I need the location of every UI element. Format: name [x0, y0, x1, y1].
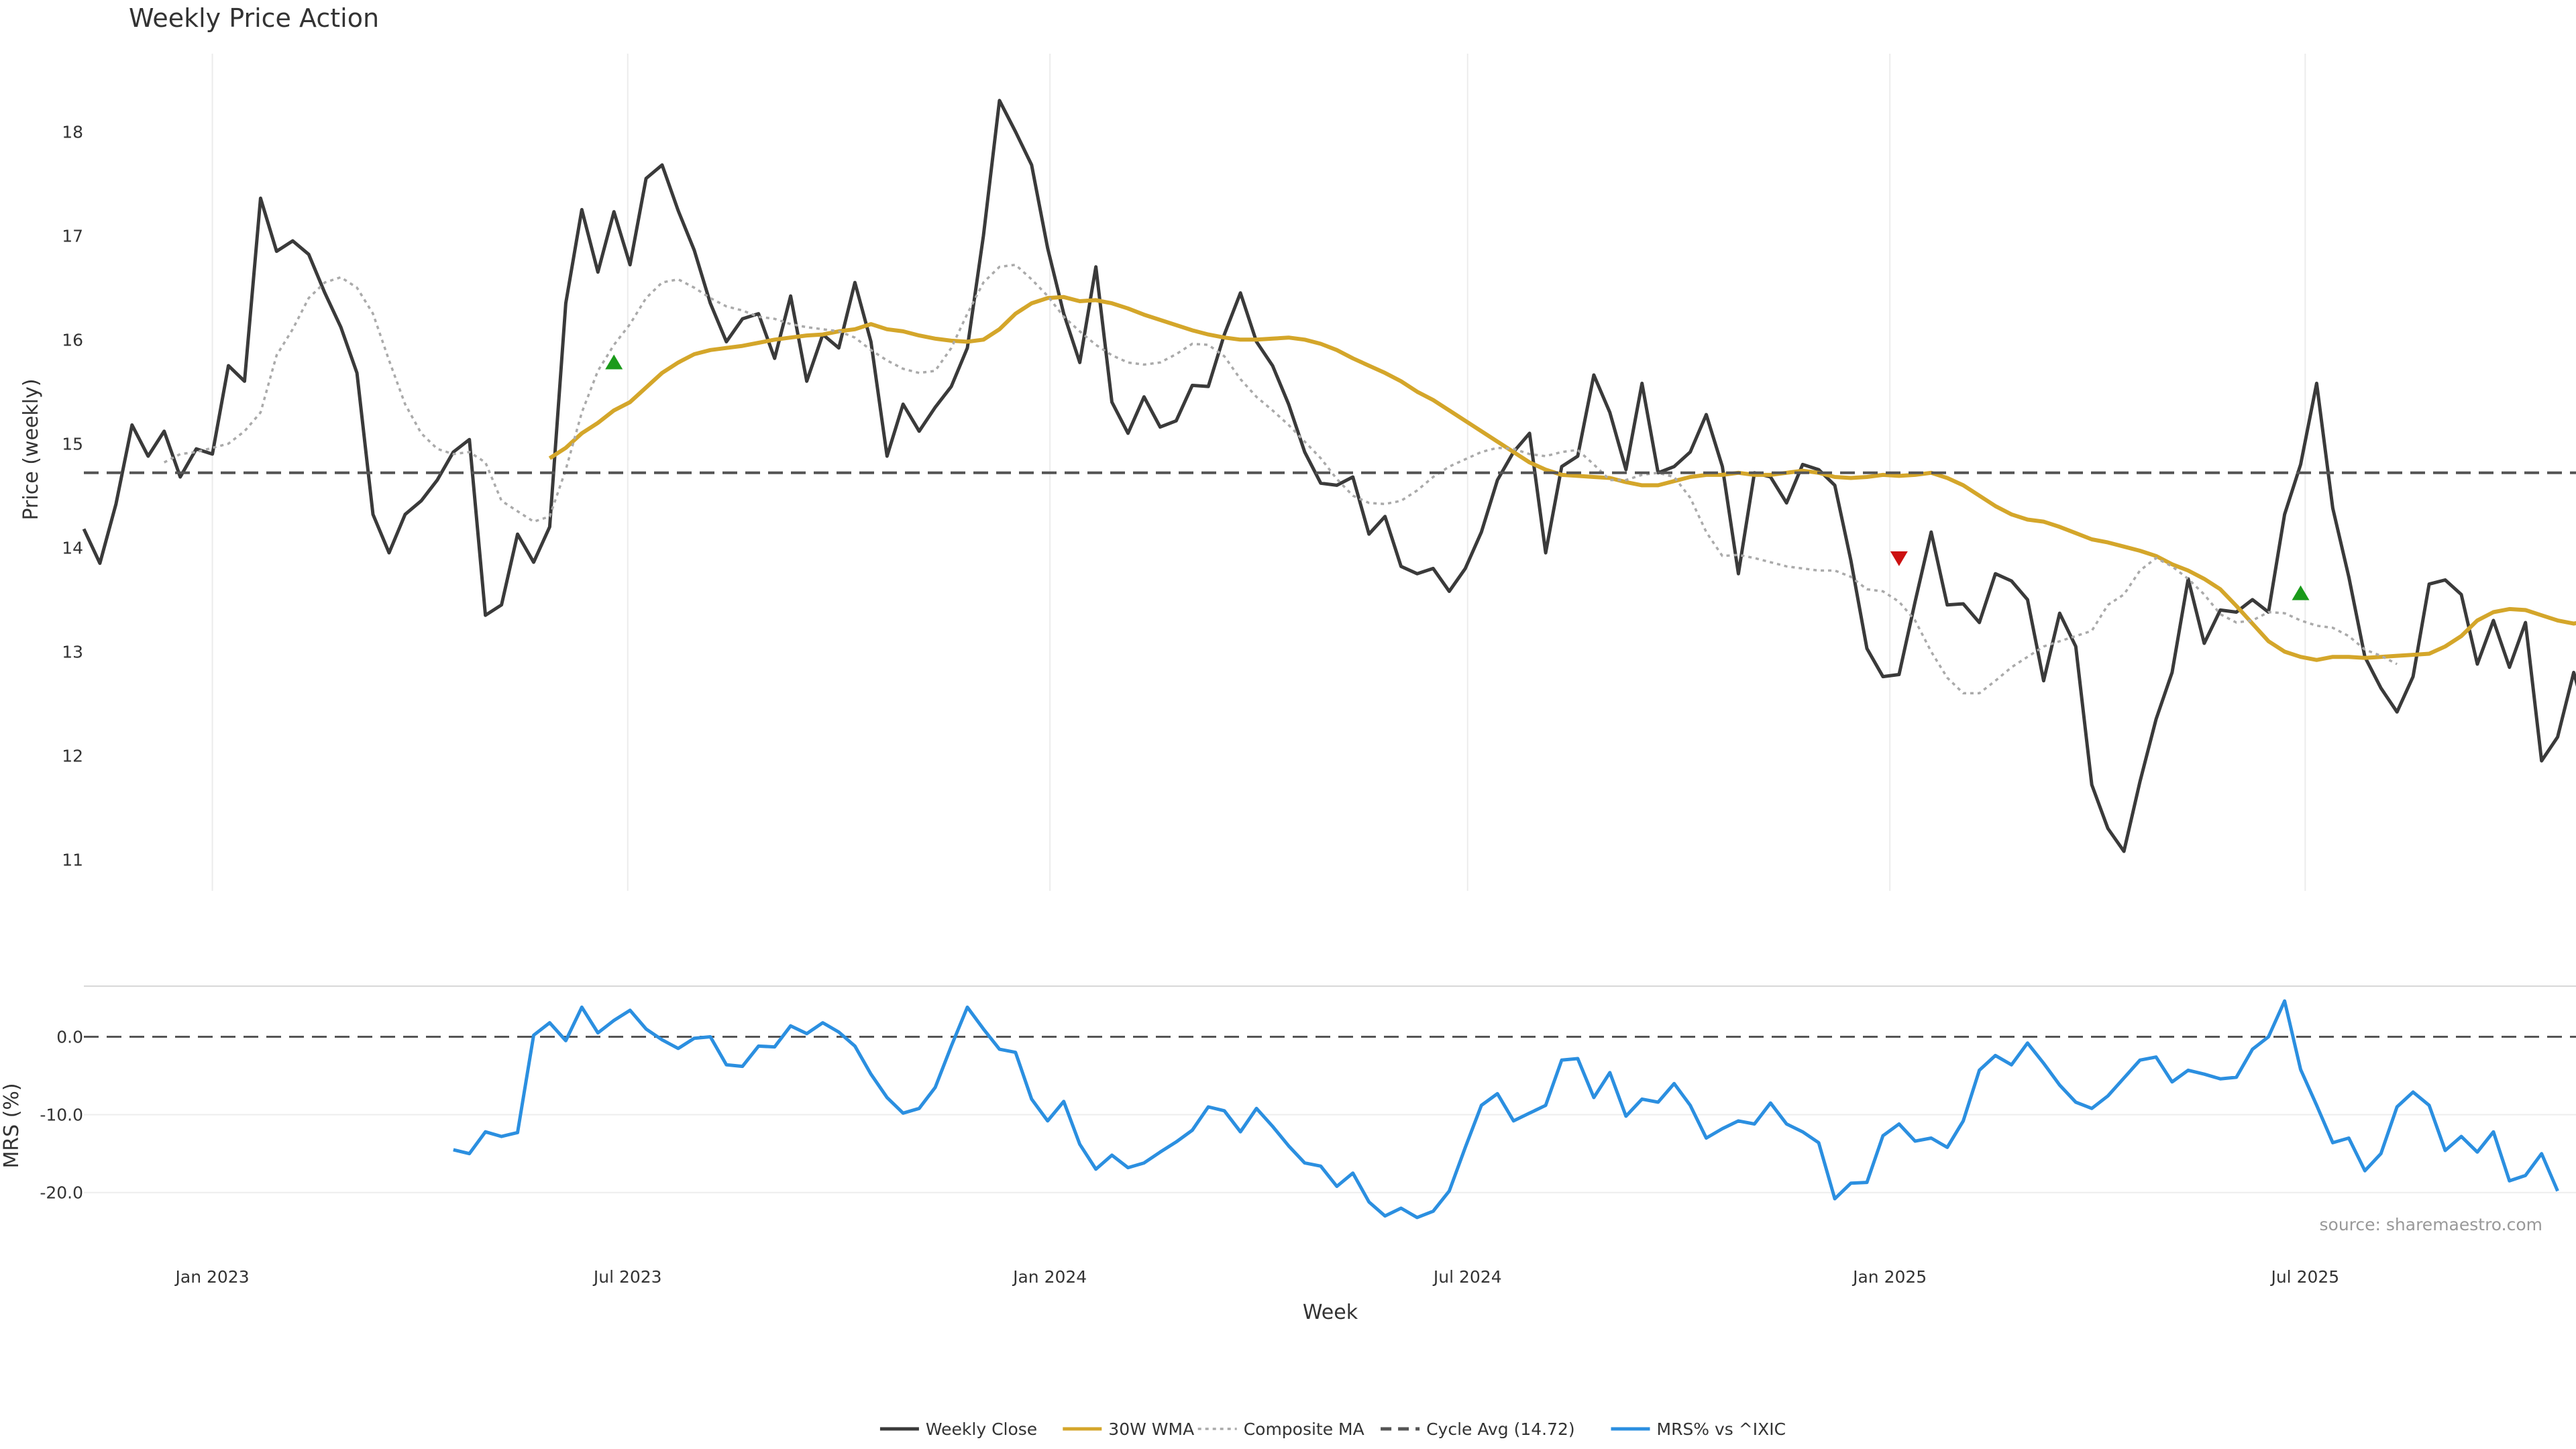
30w-wma-line [548, 294, 2576, 662]
legend-label: Composite MA [1244, 1419, 1364, 1439]
chart-title: Weekly Price Action [129, 3, 379, 33]
mrs-ytick-label: -20.0 [40, 1183, 83, 1203]
signal-marker-up [605, 354, 623, 370]
mrs-line [453, 999, 2559, 1220]
legend-label: Weekly Close [926, 1419, 1037, 1439]
price-ytick-label: 18 [62, 122, 83, 142]
x-tick-label: Jan 2025 [1851, 1267, 1927, 1287]
x-tick-label: Jan 2023 [174, 1267, 250, 1287]
legend-label: 30W WMA [1108, 1419, 1194, 1439]
price-ytick-label: 17 [62, 226, 83, 246]
price-panel: 11 12 13 14 15 16 17 18 [62, 54, 2576, 891]
price-ytick-label: 13 [62, 642, 83, 661]
x-tick-label: Jul 2025 [2269, 1267, 2339, 1287]
x-axis: Jan 2023 Jul 2023 Jan 2024 Jul 2024 Jan 2025… [174, 1267, 2340, 1287]
mrs-ytick-label: 0.0 [56, 1027, 83, 1046]
price-ytick-label: 15 [62, 434, 83, 453]
signal-marker-up [2292, 585, 2310, 600]
signal-marker-down [1890, 551, 1908, 566]
legend-label: Cycle Avg (14.72) [1426, 1419, 1575, 1439]
mrs-axis-label: MRS (%) [0, 1083, 23, 1168]
x-axis-label: Week [1303, 1301, 1358, 1324]
price-ytick-label: 11 [62, 850, 83, 869]
composite-ma-line [163, 263, 2398, 695]
legend: Weekly Close 30W WMA Composite MA Cycle Avg… [879, 1419, 1786, 1439]
price-ytick-label: 14 [62, 538, 83, 557]
mrs-panel: 0.0 -10.0 -20.0 [40, 985, 2576, 1220]
x-tick-label: Jul 2024 [1432, 1267, 1502, 1287]
legend-label: MRS% vs ^IXIC [1657, 1419, 1786, 1439]
x-tick-label: Jan 2024 [1012, 1267, 1087, 1287]
price-axis-label: Price (weekly) [19, 378, 43, 520]
mrs-ytick-label: -10.0 [40, 1106, 83, 1125]
price-ytick-label: 12 [62, 746, 83, 765]
weekly-close-line [82, 99, 2576, 853]
source-note: source: sharemaestro.com [2320, 1215, 2543, 1234]
price-ytick-label: 16 [62, 330, 83, 350]
x-tick-label: Jul 2023 [592, 1267, 662, 1287]
